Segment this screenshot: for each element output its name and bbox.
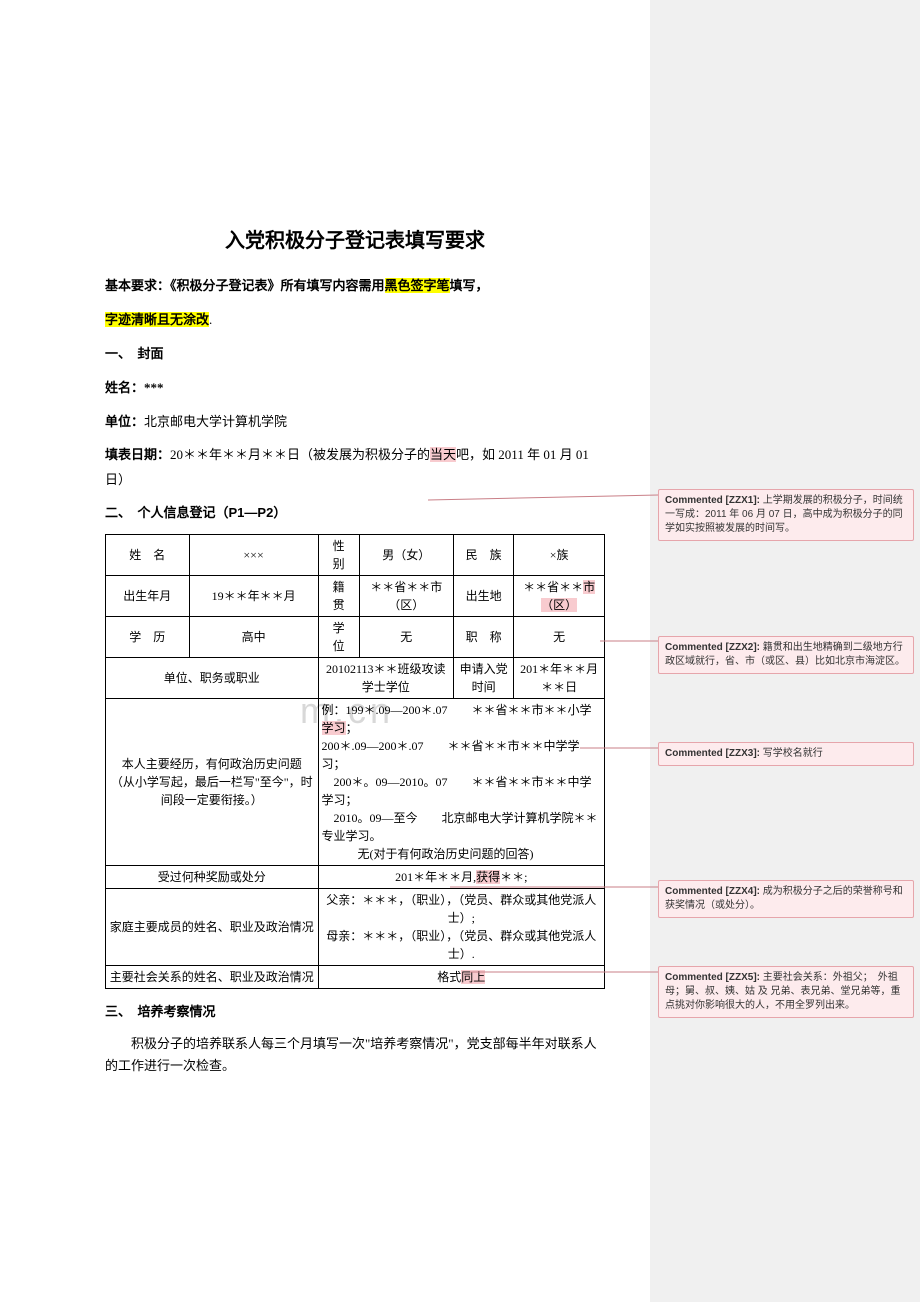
cell: 无 — [359, 617, 453, 658]
unit-label: 单位： — [105, 414, 144, 429]
cell: 学 历 — [106, 617, 190, 658]
cell-hl: 同上 — [461, 970, 485, 984]
sec3-title: 培养考察情况 — [138, 1004, 216, 1019]
table-row: 姓 名 ××× 性 别 男（女） 民 族 ×族 — [106, 535, 605, 576]
cell: 父亲：＊＊＊，（职业），（党员、群众或其他党派人士）; 母亲：＊＊＊，（职业），… — [318, 889, 604, 966]
cell: 职 称 — [453, 617, 513, 658]
line: 例：199＊.09—200＊.07 ＊＊省＊＊市＊＊小学 — [322, 703, 592, 717]
cell-text: 格式 — [437, 970, 461, 984]
cell: 单位、职务或职业 — [106, 658, 319, 699]
cell: 201＊年＊＊月,获得＊＊; — [318, 866, 604, 889]
line-hl: 学习 — [322, 721, 346, 735]
comment-label: Commented [ZZX4]: — [665, 886, 760, 897]
unit-row: 单位：北京邮电大学计算机学院 — [105, 409, 605, 435]
cell: 民 族 — [453, 535, 513, 576]
cell: 学 位 — [318, 617, 359, 658]
comment-balloon[interactable]: Commented [ZZX3]: 写学校名就行 — [658, 742, 914, 766]
comment-label: Commented [ZZX3]: — [665, 748, 760, 759]
cell: 受过何种奖励或处分 — [106, 866, 319, 889]
cell: 19＊＊年＊＊月 — [189, 576, 318, 617]
cell: 主要社会关系的姓名、职业及政治情况 — [106, 966, 319, 989]
basic-requirement-line2: 字迹清晰且无涂改. — [105, 307, 605, 333]
sec2-title: 个人信息登记（P1—P2） — [138, 505, 287, 520]
cell: ×族 — [514, 535, 605, 576]
basic-req-t3: . — [209, 312, 212, 327]
section-2-heading: 二、 个人信息登记（P1—P2） — [105, 500, 605, 526]
table-row: 家庭主要成员的姓名、职业及政治情况 父亲：＊＊＊，（职业），（党员、群众或其他党… — [106, 889, 605, 966]
basic-req-hl1: 黑色签字笔 — [385, 278, 450, 293]
basic-req-t1: 《积极分子登记表》所有填写内容需用 — [170, 278, 385, 293]
table-row: 本人主要经历，有何政治历史问题 （从小学写起，最后一栏写"至今"，时间段一定要衔… — [106, 699, 605, 866]
document-page: m.cn 入党积极分子登记表填写要求 基本要求：《积极分子登记表》所有填写内容需… — [0, 0, 650, 1302]
name-value: *** — [144, 380, 164, 395]
unit-value: 北京邮电大学计算机学院 — [144, 414, 287, 429]
line: 父亲：＊＊＊，（职业），（党员、群众或其他党派人士）; — [326, 893, 596, 925]
cell-text: ＊＊; — [500, 870, 527, 884]
comment-balloon[interactable]: Commented [ZZX2]: 籍贯和出生地精确到二级地方行政区域就行，省、… — [658, 636, 914, 674]
sec3-num: 三、 — [105, 1004, 131, 1019]
cell: 高中 — [189, 617, 318, 658]
cell: 本人主要经历，有何政治历史问题 （从小学写起，最后一栏写"至今"，时间段一定要衔… — [106, 699, 319, 866]
table-row: 受过何种奖励或处分 201＊年＊＊月,获得＊＊; — [106, 866, 605, 889]
line: 无(对于有何政治历史问题的回答) — [322, 847, 534, 861]
sec2-num: 二、 — [105, 505, 131, 520]
date-label: 填表日期： — [105, 447, 170, 462]
comment-label: Commented [ZZX5]: — [665, 972, 760, 983]
comment-balloon[interactable]: Commented [ZZX5]: 主要社会关系：外祖父； 外祖母；舅、叔、姨、… — [658, 966, 914, 1018]
line: 母亲：＊＊＊，（职业），（党员、群众或其他党派人士）. — [326, 929, 596, 961]
comments-pane: Commented [ZZX1]: 上学期发展的积极分子，时间统一写成：2011… — [650, 0, 920, 1302]
doc-title: 入党积极分子登记表填写要求 — [105, 224, 605, 253]
cell: ＊＊省＊＊市（区） — [514, 576, 605, 617]
section-3-heading: 三、 培养考察情况 — [105, 999, 605, 1025]
cell: 家庭主要成员的姓名、职业及政治情况 — [106, 889, 319, 966]
cell: 格式同上 — [318, 966, 604, 989]
cell: 出生年月 — [106, 576, 190, 617]
cell-hl: 获得 — [476, 870, 500, 884]
comment-balloon[interactable]: Commented [ZZX4]: 成为积极分子之后的荣誉称号和获奖情况（或处分… — [658, 880, 914, 918]
sec3-body: 积极分子的培养联系人每三个月填写一次"培养考察情况"，党支部每半年对联系人的工作… — [105, 1033, 605, 1077]
line: 2010。09—至今 北京邮电大学计算机学院＊＊专业学习。 — [322, 811, 598, 843]
info-table: 姓 名 ××× 性 别 男（女） 民 族 ×族 出生年月 19＊＊年＊＊月 籍 … — [105, 534, 605, 989]
cell: 男（女） — [359, 535, 453, 576]
cell: 申请入党时间 — [453, 658, 513, 699]
cell: ××× — [189, 535, 318, 576]
basic-req-hl2: 字迹清晰且无涂改 — [105, 312, 209, 327]
cell: 籍 贯 — [318, 576, 359, 617]
cell: 性 别 — [318, 535, 359, 576]
line: 200＊。09—2010。07 ＊＊省＊＊市＊＊中学学习； — [322, 775, 592, 807]
cell: 201＊年＊＊月＊＊日 — [514, 658, 605, 699]
sec1-num: 一、 — [105, 346, 131, 361]
cell: 20102113＊＊班级攻读学士学位 — [318, 658, 453, 699]
comment-label: Commented [ZZX1]: — [665, 495, 760, 506]
date-row: 填表日期：20＊＊年＊＊月＊＊日（被发展为积极分子的当天吧，如 2011 年 0… — [105, 443, 605, 492]
table-row: 学 历 高中 学 位 无 职 称 无 — [106, 617, 605, 658]
name-label: 姓名： — [105, 380, 144, 395]
cell: 例：199＊.09—200＊.07 ＊＊省＊＊市＊＊小学学习； 200＊.09—… — [318, 699, 604, 866]
basic-req-t2: 填写， — [450, 278, 489, 293]
cell: 姓 名 — [106, 535, 190, 576]
line: 200＊.09—200＊.07 ＊＊省＊＊市＊＊中学学习； — [322, 739, 580, 771]
cell-text: 201＊年＊＊月, — [395, 870, 476, 884]
comment-balloon[interactable]: Commented [ZZX1]: 上学期发展的积极分子，时间统一写成：2011… — [658, 489, 914, 541]
date-t1: 20＊＊年＊＊月＊＊日（被发展为积极分子的 — [170, 447, 430, 462]
comment-label: Commented [ZZX2]: — [665, 642, 760, 653]
date-hl: 当天 — [430, 447, 456, 462]
cell: 出生地 — [453, 576, 513, 617]
section-1-heading: 一、 封面 — [105, 341, 605, 367]
table-row: 单位、职务或职业 20102113＊＊班级攻读学士学位 申请入党时间 201＊年… — [106, 658, 605, 699]
cell: 无 — [514, 617, 605, 658]
sec1-title: 封面 — [138, 346, 164, 361]
comment-text: 写学校名就行 — [760, 748, 823, 759]
table-row: 主要社会关系的姓名、职业及政治情况 格式同上 — [106, 966, 605, 989]
line: ； — [346, 721, 358, 735]
content-column: 入党积极分子登记表填写要求 基本要求：《积极分子登记表》所有填写内容需用黑色签字… — [105, 224, 605, 1086]
basic-req-label: 基本要求： — [105, 278, 170, 293]
basic-requirement: 基本要求：《积极分子登记表》所有填写内容需用黑色签字笔填写， — [105, 273, 605, 299]
cell-text: ＊＊省＊＊ — [523, 580, 583, 594]
cell: ＊＊省＊＊市（区） — [359, 576, 453, 617]
name-row: 姓名：*** — [105, 375, 605, 401]
table-row: 出生年月 19＊＊年＊＊月 籍 贯 ＊＊省＊＊市（区） 出生地 ＊＊省＊＊市（区… — [106, 576, 605, 617]
